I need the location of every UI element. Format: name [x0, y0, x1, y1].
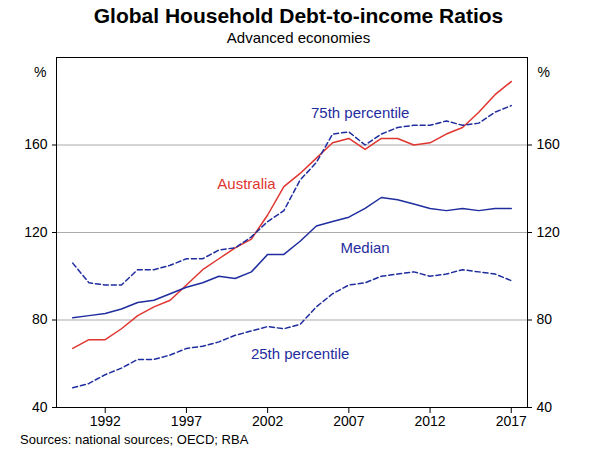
svg-text:1997: 1997	[171, 413, 202, 429]
svg-text:2012: 2012	[414, 413, 445, 429]
svg-text:80: 80	[32, 311, 48, 327]
html-text:Advanced economies: Advanced economies	[226, 29, 371, 46]
svg-text:40: 40	[537, 399, 553, 415]
svg-text:Australia: Australia	[217, 175, 276, 192]
svg-text:80: 80	[537, 311, 553, 327]
svg-text:40: 40	[32, 399, 48, 415]
svg-text:25th percentile: 25th percentile	[251, 345, 349, 362]
svg-text:1992: 1992	[90, 413, 121, 429]
html-text:Sources: national sources; OEC: Sources: national sources; OECD; RBA	[20, 432, 249, 447]
html-text:Global Household Debt-to-incom: Global Household Debt-to-income Ratios	[93, 4, 504, 27]
svg-text:160: 160	[537, 136, 561, 152]
svg-text:Median: Median	[340, 239, 389, 256]
svg-text:2017: 2017	[496, 413, 527, 429]
svg-text:160: 160	[24, 136, 48, 152]
svg-text:120: 120	[537, 224, 561, 240]
svg-text:%: %	[34, 64, 46, 80]
svg-text:%: %	[538, 64, 550, 80]
svg-text:2002: 2002	[252, 413, 283, 429]
svg-text:120: 120	[24, 224, 48, 240]
svg-text:75th percentile: 75th percentile	[311, 104, 409, 121]
svg-text:2007: 2007	[333, 413, 364, 429]
